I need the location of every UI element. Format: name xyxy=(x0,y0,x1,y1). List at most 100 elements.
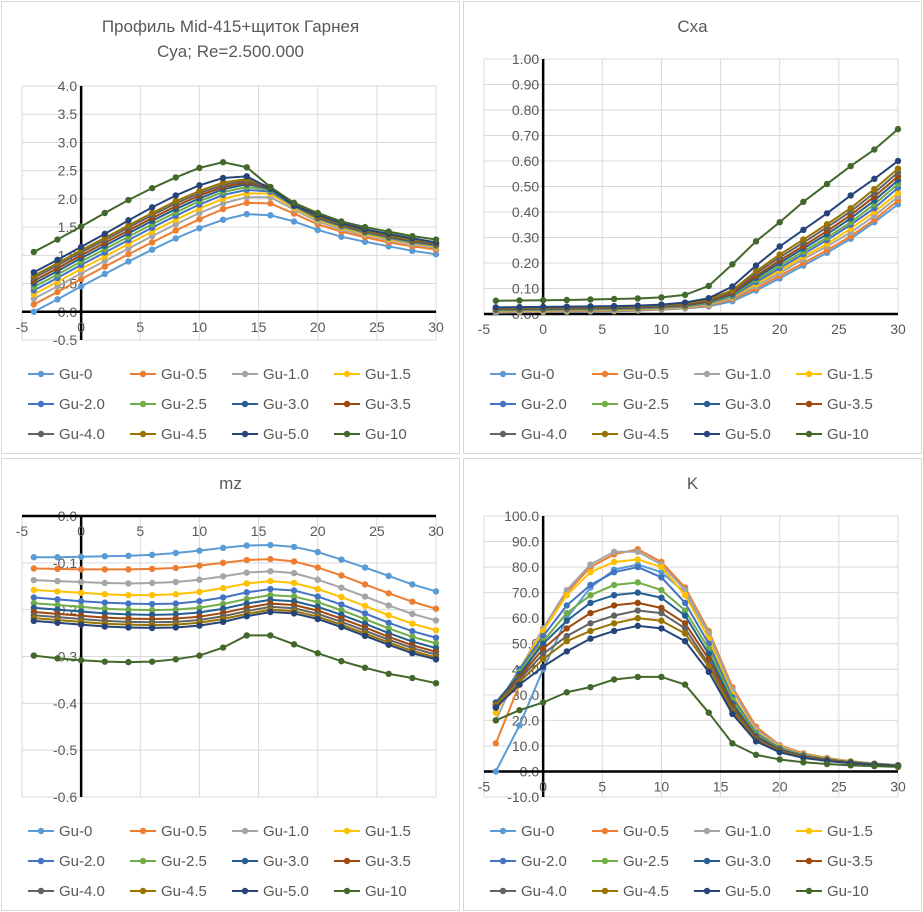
legend-marker xyxy=(241,827,249,835)
legend-label: Gu-4.5 xyxy=(623,426,669,443)
x-tick-label: 10 xyxy=(654,321,670,337)
legend-label: Gu-1.5 xyxy=(827,823,873,840)
series-line xyxy=(33,605,437,656)
series-line xyxy=(33,558,437,610)
data-point xyxy=(539,645,547,653)
x-tick-label: -5 xyxy=(478,321,491,337)
series-Gu-0 xyxy=(30,210,440,315)
legend-item: Gu-3.5 xyxy=(796,853,873,870)
data-point xyxy=(338,657,345,665)
series-line xyxy=(495,675,899,768)
data-point xyxy=(563,648,570,655)
data-point xyxy=(172,192,179,199)
series-line xyxy=(33,544,437,593)
data-point xyxy=(563,296,570,304)
data-point xyxy=(610,302,618,310)
data-point xyxy=(681,681,689,688)
data-point xyxy=(681,599,689,607)
y-tick-label: 10.0 xyxy=(512,738,539,754)
data-point xyxy=(172,564,179,572)
chart-panel-k: K -10.0 0.0 10.0 20.0 30.0 40.0 50.0 60.0 70.0 80… xyxy=(463,458,922,911)
legend-item: Gu-5.0 xyxy=(232,426,309,443)
legend-marker xyxy=(241,887,249,895)
y-tick-label: 20.0 xyxy=(512,712,539,728)
data-point xyxy=(290,218,298,225)
data-point xyxy=(729,740,736,747)
legend-item: Gu-1.0 xyxy=(232,366,309,383)
data-point xyxy=(658,294,665,301)
y-tick-label: 100.0 xyxy=(504,508,539,524)
legend-marker xyxy=(241,857,249,865)
data-point xyxy=(148,579,156,587)
legend-label: Gu-3.0 xyxy=(725,853,771,870)
data-point xyxy=(267,555,274,563)
data-point xyxy=(516,303,523,311)
data-point xyxy=(658,586,665,594)
y-tick-label: 0.90 xyxy=(512,77,539,93)
data-point xyxy=(432,605,440,612)
series-Gu-2.5 xyxy=(492,180,902,314)
legend-item: Gu-0 xyxy=(28,366,92,383)
data-point xyxy=(148,624,156,632)
legend-label: Gu-1.0 xyxy=(725,366,771,383)
legend-item: Gu-4.0 xyxy=(490,426,567,443)
data-point xyxy=(243,556,250,564)
y-tick-label: 60.0 xyxy=(512,610,539,626)
legend-marker xyxy=(37,857,45,865)
data-point xyxy=(361,593,369,600)
series-line xyxy=(33,175,437,274)
legend-item: Gu-0.5 xyxy=(130,823,207,840)
legend-marker xyxy=(343,827,351,835)
legend-marker xyxy=(37,400,45,408)
data-point xyxy=(267,200,274,207)
data-point xyxy=(432,627,440,634)
data-point xyxy=(432,588,440,595)
legend-item: Gu-3.5 xyxy=(334,396,411,413)
x-tick-label: 0 xyxy=(77,319,85,335)
data-point xyxy=(219,200,227,207)
y-tick-label: 70.0 xyxy=(512,585,539,601)
data-point xyxy=(563,303,570,310)
data-point xyxy=(101,623,109,630)
data-point xyxy=(54,554,61,561)
data-point xyxy=(172,197,179,205)
data-point xyxy=(492,740,500,747)
data-point xyxy=(125,196,132,204)
data-point xyxy=(54,256,61,264)
data-point xyxy=(681,586,689,594)
chart-title: K xyxy=(464,471,921,496)
x-tick-label: 30 xyxy=(428,523,444,539)
legend-label: Gu-4.0 xyxy=(521,883,567,900)
data-point xyxy=(77,598,85,605)
data-point xyxy=(634,556,641,563)
x-tick-label: 15 xyxy=(251,523,267,539)
legend-label: Gu-2.5 xyxy=(623,853,669,870)
legend-label: Gu-2.0 xyxy=(521,853,567,870)
data-point xyxy=(800,198,807,205)
x-tick-label: 25 xyxy=(369,319,385,335)
chart-svg-k: -10.00.010.020.030.040.050.060.070.080.0… xyxy=(478,508,906,900)
data-point xyxy=(587,620,594,627)
series-group xyxy=(492,546,902,775)
legend-label: Gu-1.5 xyxy=(827,366,873,383)
data-point xyxy=(658,625,665,632)
y-tick-label: 0.60 xyxy=(512,153,539,169)
series-Gu-1.5 xyxy=(30,577,440,634)
data-point xyxy=(705,709,712,716)
y-axis-ticks: 0.000.100.200.300.400.500.600.700.800.90… xyxy=(512,51,539,322)
data-point xyxy=(196,187,203,195)
x-tick-label: 25 xyxy=(831,321,847,337)
data-point xyxy=(729,283,736,290)
legend-item: Gu-1.5 xyxy=(334,366,411,383)
data-point xyxy=(894,189,902,197)
x-axis-ticks: -5 0 5 10 15 20 25 30 xyxy=(16,319,444,335)
data-point xyxy=(385,670,392,678)
data-point xyxy=(539,632,547,640)
data-point xyxy=(563,586,570,594)
data-point xyxy=(290,587,298,594)
legend-marker xyxy=(805,827,813,835)
legend-marker xyxy=(139,887,147,895)
data-point xyxy=(385,625,392,632)
data-point xyxy=(148,246,156,253)
data-point xyxy=(634,622,641,630)
